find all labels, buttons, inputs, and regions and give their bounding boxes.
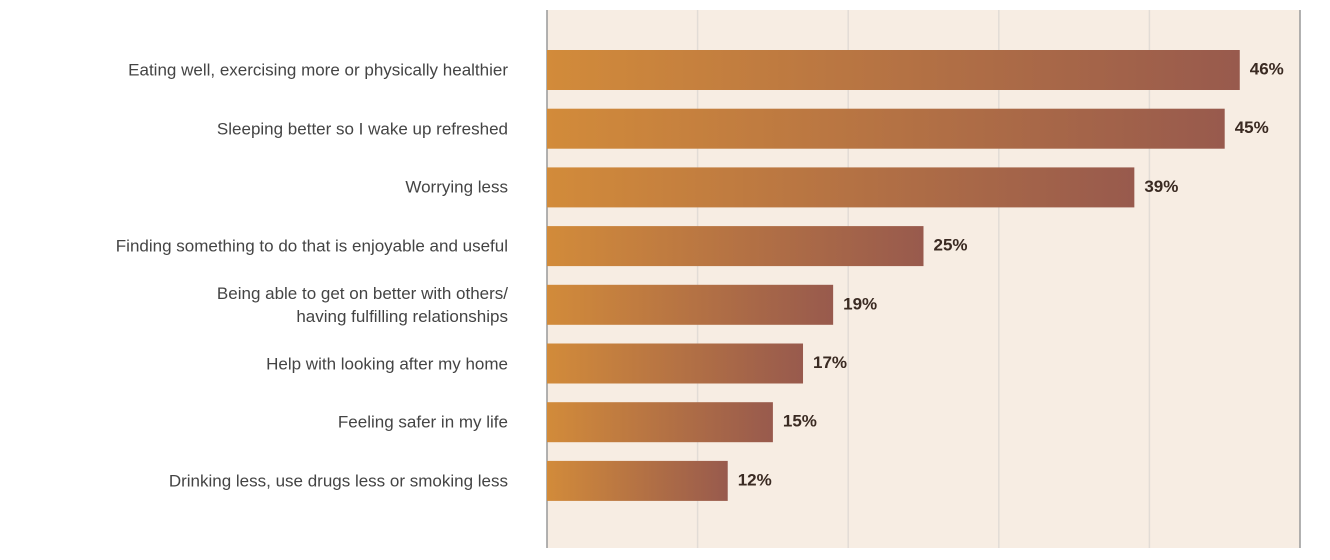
bar: [547, 284, 834, 325]
category-label: Worrying less: [405, 177, 508, 197]
bar: [547, 167, 1135, 208]
value-label: 19%: [843, 294, 877, 313]
bar: [547, 226, 924, 267]
x-tick-label: 50%: [1285, 557, 1315, 560]
value-label: 45%: [1235, 118, 1269, 137]
x-tick-label: 20%: [833, 557, 863, 560]
bar: [547, 460, 728, 501]
x-tick-label: 10%: [683, 557, 713, 560]
value-label: 17%: [813, 353, 847, 372]
category-label: Sleeping better so I wake up refreshed: [216, 119, 508, 139]
bar: [547, 108, 1225, 149]
category-label: Feeling safer in my life: [337, 412, 508, 432]
x-tick-label: 40%: [1134, 557, 1164, 560]
value-label: 15%: [783, 412, 817, 431]
category-label: Finding something to do that is enjoyabl…: [115, 236, 508, 256]
x-tick-label: 30%: [984, 557, 1014, 560]
value-label: 39%: [1144, 177, 1178, 196]
x-tick-label: 0%: [536, 557, 558, 560]
bar: [547, 402, 773, 443]
value-label: 12%: [738, 470, 772, 489]
category-label: Eating well, exercising more or physical…: [128, 60, 508, 80]
value-label: 46%: [1250, 59, 1284, 78]
value-label: 25%: [934, 236, 968, 255]
category-label: Being able to get on better with others/…: [216, 283, 508, 326]
plot-background: [547, 10, 1300, 548]
bar: [547, 50, 1240, 90]
category-label: Help with looking after my home: [266, 354, 508, 373]
bar: [547, 343, 804, 384]
category-label: Drinking less, use drugs less or smoking…: [168, 471, 508, 491]
